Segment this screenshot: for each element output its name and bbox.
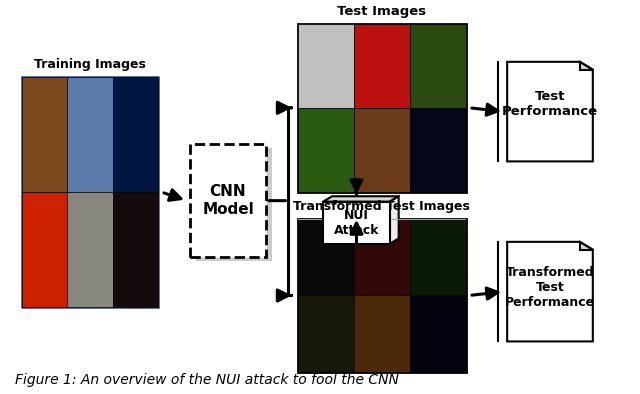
Text: Test
Performance: Test Performance: [502, 90, 598, 118]
Bar: [410, 108, 466, 192]
Polygon shape: [390, 196, 399, 244]
Bar: [298, 219, 354, 296]
Polygon shape: [507, 242, 593, 342]
Bar: [354, 108, 410, 192]
Bar: [354, 219, 410, 296]
Bar: [22, 77, 158, 307]
Bar: [298, 108, 354, 192]
Bar: [298, 24, 466, 192]
Bar: [298, 24, 354, 108]
Bar: [190, 144, 266, 257]
Bar: [22, 192, 67, 307]
Bar: [298, 296, 354, 372]
Text: Training Images: Training Images: [34, 58, 146, 71]
Bar: [67, 77, 113, 192]
Polygon shape: [323, 196, 399, 202]
Polygon shape: [580, 242, 593, 249]
Text: Transformed
Test
Performance: Transformed Test Performance: [505, 266, 595, 309]
Text: CNN
Model: CNN Model: [202, 184, 254, 217]
Polygon shape: [580, 62, 593, 70]
Bar: [410, 219, 466, 296]
Text: Test Images: Test Images: [337, 5, 426, 18]
Bar: [113, 77, 158, 192]
Text: NUI
Attack: NUI Attack: [333, 209, 380, 237]
Bar: [298, 219, 466, 372]
Bar: [410, 296, 466, 372]
Text: Figure 1: An overview of the NUI attack to fool the CNN: Figure 1: An overview of the NUI attack …: [15, 374, 399, 387]
Bar: [354, 24, 410, 108]
Bar: [410, 24, 466, 108]
Text: Transformed Test Images: Transformed Test Images: [293, 200, 470, 213]
Bar: [113, 192, 158, 307]
Bar: [67, 192, 113, 307]
Bar: [323, 202, 390, 244]
Bar: [354, 296, 410, 372]
Polygon shape: [507, 62, 593, 162]
Bar: [196, 148, 273, 261]
Bar: [22, 77, 67, 192]
